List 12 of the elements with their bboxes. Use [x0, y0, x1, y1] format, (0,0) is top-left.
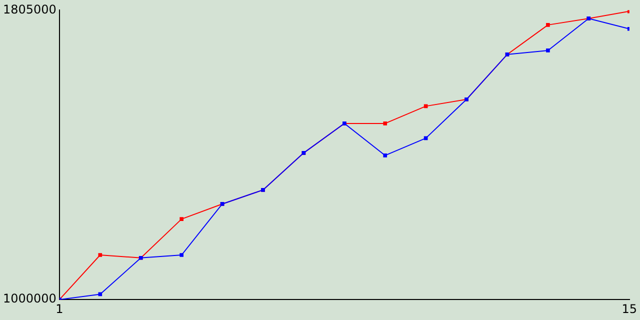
point [98, 253, 102, 257]
point [180, 217, 184, 221]
point [546, 48, 550, 52]
point [546, 23, 550, 27]
x-tick-label: 15 [622, 302, 638, 316]
point [383, 154, 388, 158]
point [180, 253, 184, 257]
point [383, 122, 388, 126]
x-tick-label: 1 [56, 302, 64, 316]
y-tick-label: 1805000 [2, 2, 56, 16]
point [98, 292, 102, 296]
y-tick-label: 1000000 [2, 292, 56, 306]
